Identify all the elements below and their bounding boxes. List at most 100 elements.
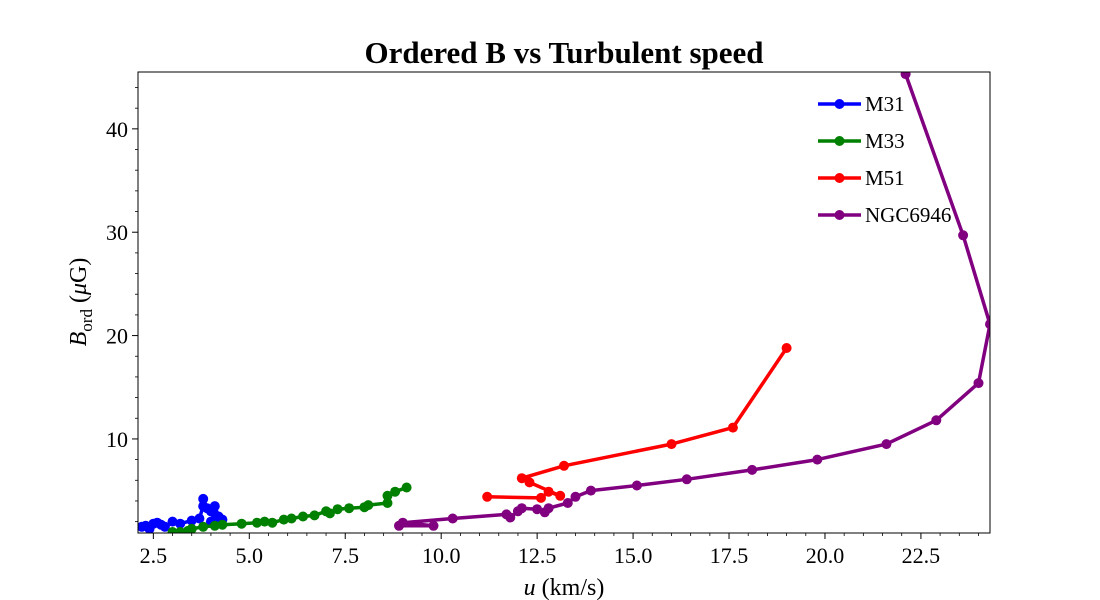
- data-point-m33-21: [382, 498, 393, 508]
- series-ngc6946: [394, 72, 990, 531]
- data-point-ngc6946-1: [428, 520, 439, 531]
- data-point-ngc6946-10: [543, 503, 554, 514]
- x-tick-label: 22.5: [902, 543, 941, 568]
- data-point-m33-14: [309, 510, 320, 521]
- x-tick-label: 5.0: [236, 543, 264, 568]
- data-point-ngc6946-18: [881, 439, 892, 450]
- legend-item-ngc6946: NGC6946: [818, 203, 951, 227]
- series-m31: [138, 493, 228, 533]
- data-point-ngc6946-7: [516, 503, 527, 514]
- data-point-m31-15: [209, 501, 220, 512]
- x-tick-label: 20.0: [806, 543, 845, 568]
- data-point-m33-12: [286, 513, 297, 524]
- data-point-m33-4: [198, 521, 209, 532]
- data-point-ngc6946-3: [447, 513, 458, 524]
- y-axis-label-sub: ord: [77, 309, 96, 332]
- data-point-ngc6946-8: [532, 504, 543, 515]
- data-point-ngc6946-14: [631, 480, 642, 491]
- legend-label: M51: [865, 166, 905, 190]
- legend-item-m51: M51: [818, 166, 905, 190]
- data-point-m33-11: [278, 514, 289, 525]
- series-line-m51: [485, 346, 789, 500]
- x-tick-label: 10.0: [422, 543, 461, 568]
- data-point-m51-9: [781, 343, 792, 353]
- data-point-m33-13: [298, 511, 308, 522]
- data-point-ngc6946-23: [900, 72, 911, 80]
- data-point-ngc6946-12: [570, 491, 581, 502]
- y-axis-label-unit-mu: μ: [66, 283, 92, 296]
- data-point-m33-1: [175, 527, 186, 533]
- data-point-m33-20: [363, 500, 374, 511]
- y-axis-label-unit-close: G): [66, 258, 92, 283]
- plot-content: [138, 72, 990, 533]
- data-point-ngc6946-17: [812, 454, 823, 465]
- data-point-ngc6946-11: [562, 498, 573, 508]
- legend-swatch-marker: [834, 99, 845, 109]
- legend: M31 M33 M51 NGC6946: [818, 92, 951, 227]
- legend-swatch-marker: [834, 136, 845, 146]
- y-tick-label: 40: [106, 117, 128, 142]
- data-point-m51-7: [666, 439, 677, 450]
- legend-label: M31: [865, 92, 905, 116]
- legend-swatch-marker: [834, 173, 845, 183]
- x-axis-label-unit: (km/s): [536, 575, 605, 600]
- x-axis: 2.5 5.0 7.5 10.0 12.5 15.0 17.5 20.0 22.5: [140, 533, 979, 568]
- data-point-ngc6946-20: [973, 378, 984, 389]
- data-point-m33-24: [401, 482, 412, 493]
- x-tick-label: 2.5: [140, 543, 168, 568]
- data-point-m33-23: [390, 486, 401, 497]
- data-point-m33-8: [252, 517, 262, 528]
- data-point-m33-18: [344, 503, 355, 514]
- plot-frame: [137, 71, 991, 534]
- data-point-m51-0: [482, 491, 493, 502]
- legend-item-m31: M31: [818, 92, 905, 116]
- x-tick-label: 7.5: [331, 543, 359, 568]
- data-point-m33-17: [332, 504, 343, 515]
- data-point-m51-4: [524, 477, 535, 488]
- data-point-ngc6946-22: [958, 230, 969, 241]
- data-point-m33-3: [186, 523, 197, 533]
- data-point-ngc6946-5: [505, 512, 516, 523]
- data-point-m33-0: [167, 527, 178, 533]
- data-point-m31-9: [186, 515, 197, 526]
- data-point-m33-22: [382, 490, 393, 501]
- legend-item-m33: M33: [818, 129, 905, 153]
- data-point-m51-2: [543, 486, 554, 497]
- data-point-m31-8: [175, 518, 186, 529]
- legend-label: M33: [865, 129, 905, 153]
- series-m33: [167, 482, 412, 533]
- y-axis: 10 20 30 40: [106, 87, 138, 523]
- data-point-ngc6946-15: [681, 474, 692, 485]
- data-point-m33-6: [217, 519, 228, 530]
- y-tick-label: 10: [106, 427, 128, 452]
- data-point-m31-10: [194, 513, 205, 524]
- y-tick-label: 20: [106, 324, 128, 349]
- legend-label: NGC6946: [865, 203, 951, 227]
- data-point-ngc6946-19: [931, 415, 942, 426]
- data-point-ngc6946-21: [985, 319, 990, 330]
- legend-swatch-marker: [834, 210, 845, 220]
- y-axis-label: Bord (μG): [66, 258, 96, 347]
- x-axis-label-var: u: [524, 575, 536, 600]
- data-point-m31-12: [198, 493, 209, 504]
- data-point-m33-16: [324, 508, 335, 519]
- series-m51: [482, 343, 792, 503]
- data-point-m33-10: [267, 517, 278, 528]
- data-point-m51-8: [727, 422, 738, 433]
- y-tick-label: 30: [106, 220, 128, 245]
- y-axis-label-unit-open: (: [66, 295, 92, 309]
- data-point-m33-7: [236, 518, 247, 529]
- data-point-ngc6946-2: [397, 517, 408, 528]
- x-tick-label: 12.5: [518, 543, 557, 568]
- chart-title: Ordered B vs Turbulent speed: [364, 35, 763, 70]
- data-point-m33-5: [209, 520, 220, 531]
- x-axis-label: u (km/s): [524, 575, 605, 600]
- data-point-ngc6946-13: [585, 485, 596, 496]
- data-point-m51-6: [559, 460, 569, 471]
- data-point-m51-1: [536, 492, 546, 503]
- data-point-m51-5: [516, 473, 527, 484]
- y-axis-label-var: B: [66, 331, 92, 346]
- data-point-m31-7: [167, 516, 178, 527]
- x-tick-label: 17.5: [710, 543, 749, 568]
